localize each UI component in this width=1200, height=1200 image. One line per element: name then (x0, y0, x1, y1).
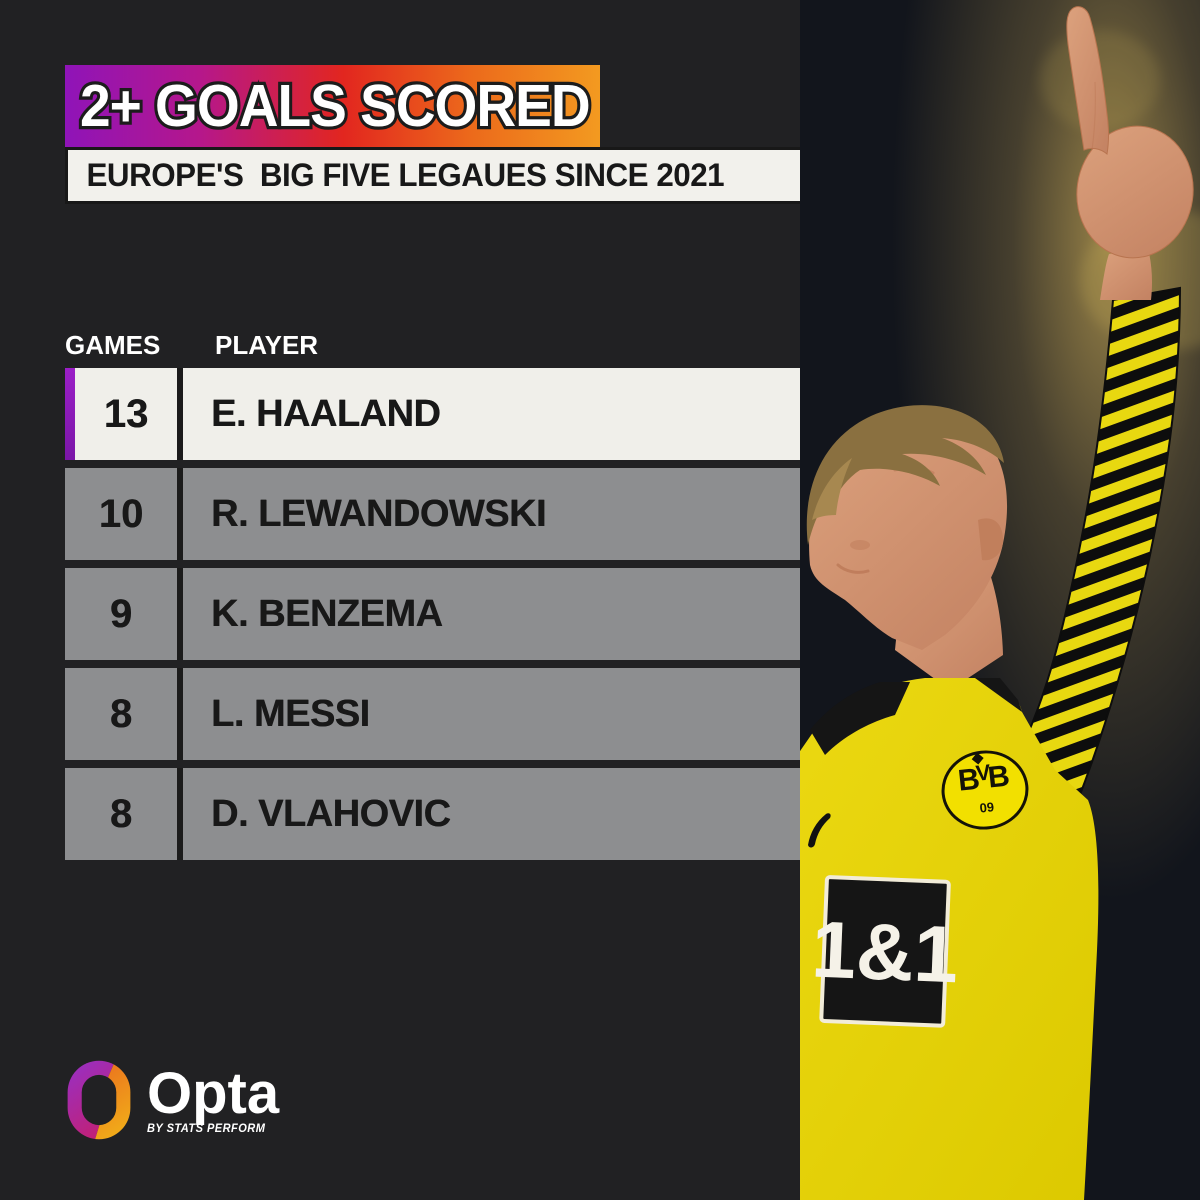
svg-text:09: 09 (979, 799, 995, 815)
svg-text:1&1: 1&1 (810, 904, 960, 999)
svg-text:V: V (975, 759, 993, 785)
